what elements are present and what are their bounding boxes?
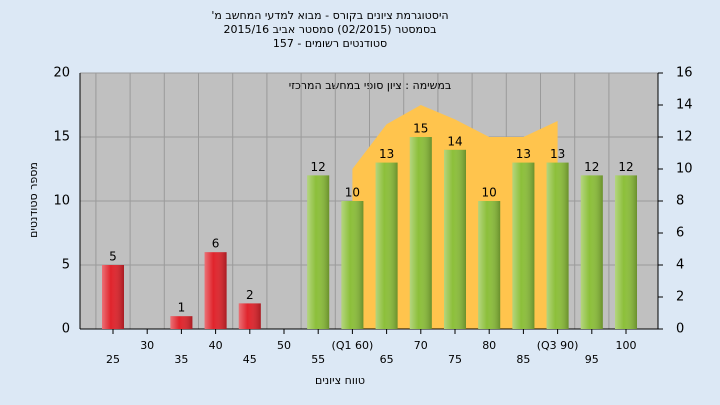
- x-tick-label: 75: [448, 353, 462, 366]
- x-tick-label: 85: [516, 353, 530, 366]
- chart-subtitle: סטודנטים רשומים - 157: [273, 37, 387, 50]
- y-tick-label: 20: [53, 66, 70, 81]
- y2-tick-label: 12: [676, 130, 693, 145]
- data-label: 10: [345, 186, 360, 200]
- chart-subtitle: בסמסטר (02/2015) סמסטר אביב 2015/16: [223, 23, 436, 36]
- bar-shade: [170, 316, 193, 329]
- x-tick-label: 30: [140, 339, 154, 352]
- data-label: 12: [618, 160, 633, 174]
- y-tick-label: 10: [53, 194, 70, 209]
- data-label: 13: [379, 147, 394, 161]
- x-tick-label: 45: [243, 353, 257, 366]
- x-tick-label: 70: [414, 339, 428, 352]
- data-label: 14: [447, 134, 462, 148]
- data-label: 13: [516, 147, 531, 161]
- x-tick-label: (Q1 60): [332, 339, 374, 352]
- y2-tick-label: 4: [676, 258, 684, 273]
- bar-shade: [444, 149, 466, 329]
- bar-shade: [409, 137, 432, 329]
- y-tick-label: 5: [62, 258, 70, 273]
- x-tick-label: 25: [106, 353, 120, 366]
- y2-tick-label: 8: [676, 194, 684, 209]
- x-tick-label: 95: [585, 353, 599, 366]
- y2-tick-label: 10: [676, 162, 693, 177]
- x-tick-label: 80: [482, 339, 496, 352]
- bar-shade: [512, 162, 535, 329]
- y2-tick-label: 2: [676, 290, 684, 305]
- data-label: 6: [212, 237, 220, 251]
- x-tick-label: (Q3 90): [537, 339, 579, 352]
- bar-shade: [615, 175, 637, 329]
- bar-shade: [580, 175, 603, 329]
- x-axis-label: טווח ציונים: [315, 374, 365, 387]
- y2-tick-label: 14: [676, 98, 693, 113]
- bar-shade: [307, 175, 330, 329]
- bar-shade: [102, 265, 124, 329]
- y2-tick-label: 0: [676, 322, 684, 337]
- data-label: 13: [550, 147, 565, 161]
- data-label: 12: [584, 160, 599, 174]
- data-label: 10: [482, 186, 497, 200]
- y2-tick-label: 6: [676, 226, 684, 241]
- data-label: 2: [246, 288, 254, 302]
- bar-shade: [204, 252, 227, 329]
- y-axis-label: מספר סטודנטים: [27, 162, 40, 238]
- x-tick-label: 55: [311, 353, 325, 366]
- bar-shade: [546, 162, 569, 329]
- bar-shade: [375, 162, 398, 329]
- bar-shade: [341, 201, 364, 329]
- data-label: 12: [311, 160, 326, 174]
- bar-shade: [478, 201, 501, 329]
- bar-shade: [238, 303, 261, 329]
- y-tick-label: 15: [53, 130, 70, 145]
- chart-title: היסטוגרמת ציונים בקורס - מבוא למדעי המחש…: [211, 9, 448, 22]
- x-tick-label: 35: [174, 353, 188, 366]
- x-tick-label: 65: [380, 353, 394, 366]
- y-tick-label: 0: [62, 322, 70, 337]
- y2-tick-label: 16: [676, 66, 693, 81]
- data-label: 5: [109, 250, 117, 264]
- x-tick-label: 50: [277, 339, 291, 352]
- x-tick-label: 100: [616, 339, 637, 352]
- data-label: 15: [413, 122, 428, 136]
- x-tick-label: 40: [209, 339, 223, 352]
- data-label: 1: [178, 301, 186, 315]
